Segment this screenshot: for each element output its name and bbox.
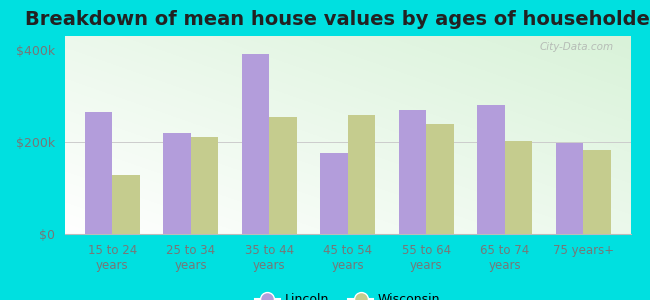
Bar (348, 115, 375, 234)
Legend: Lincoln, Wisconsin: Lincoln, Wisconsin (250, 288, 445, 300)
Text: City-Data.com: City-Data.com (540, 42, 614, 52)
Bar (556, 143, 584, 234)
Bar (190, 137, 218, 234)
Bar (84, 112, 112, 234)
Bar (584, 150, 611, 234)
Title: Breakdown of mean house values by ages of householders: Breakdown of mean house values by ages o… (25, 10, 650, 29)
Bar (505, 140, 532, 234)
Bar (112, 175, 140, 234)
Bar (269, 117, 296, 234)
Bar (477, 105, 505, 234)
Bar (242, 54, 269, 234)
Bar (399, 110, 426, 234)
Bar (320, 153, 348, 234)
Bar (426, 124, 454, 234)
Bar (163, 133, 190, 234)
